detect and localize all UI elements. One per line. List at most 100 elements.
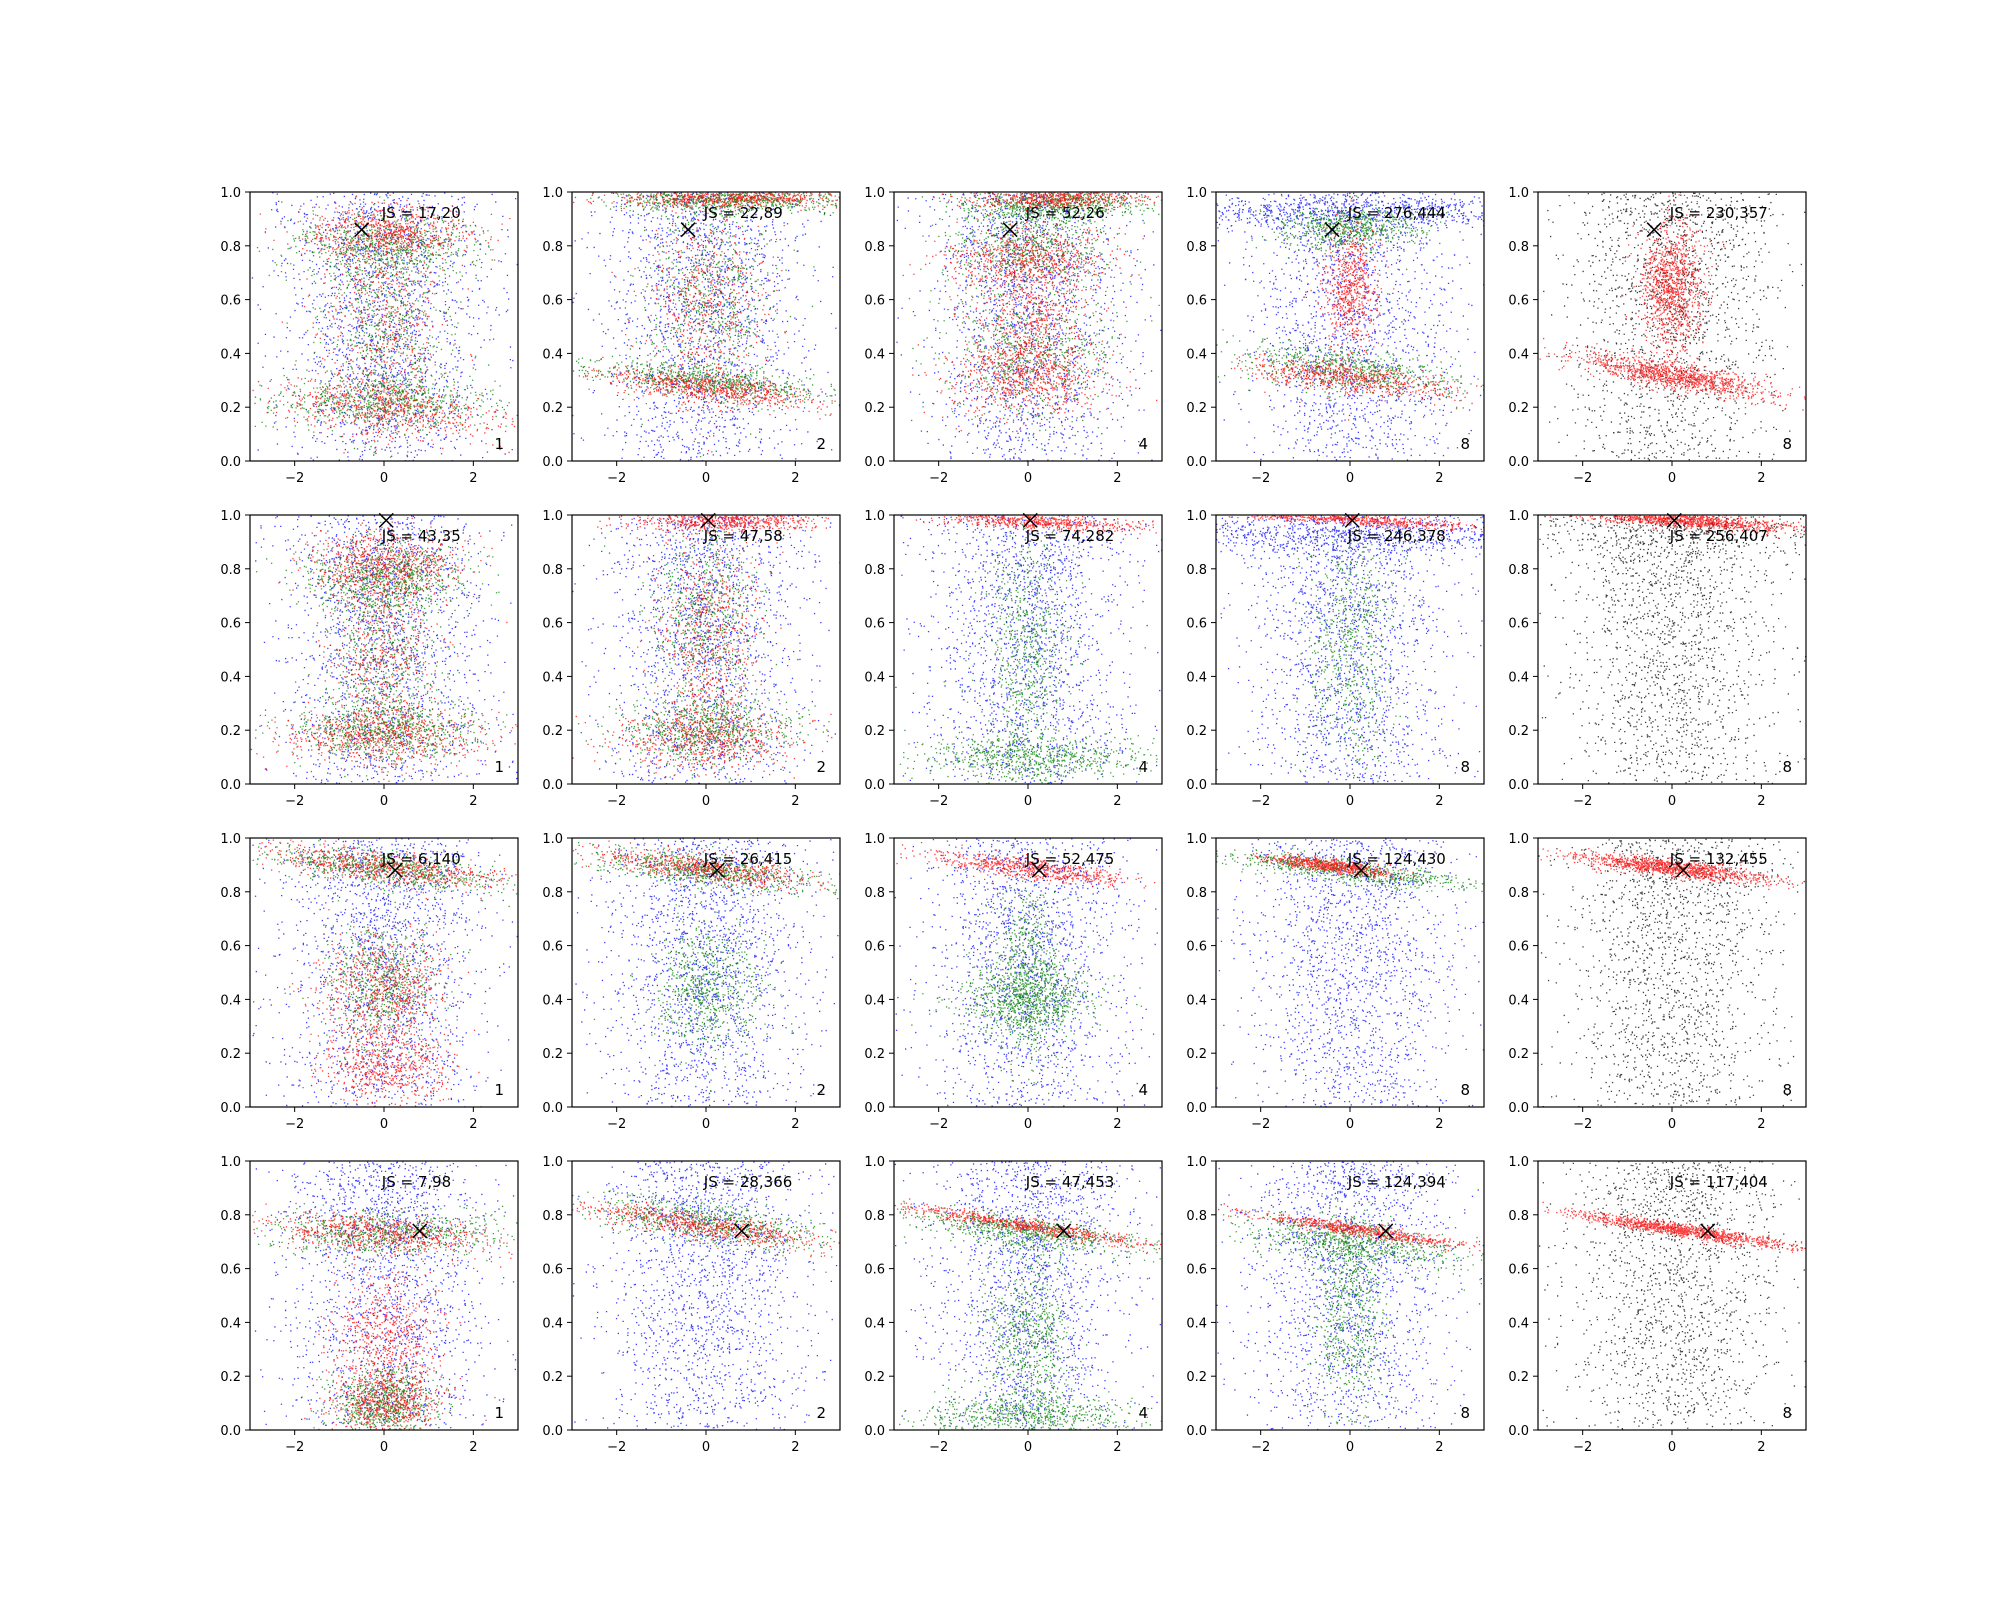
x-tick-label: 2 [469, 794, 477, 809]
points-layer [572, 192, 841, 462]
js-annotation: JS = 52,475 [1025, 850, 1115, 868]
y-tick-label: 0.0 [542, 455, 563, 470]
js-annotation: JS = 117,404 [1669, 1173, 1768, 1191]
js-annotation: JS = 256,407 [1669, 527, 1768, 545]
series-blue-points [896, 192, 1161, 462]
series-red-points [1543, 1202, 1806, 1253]
y-tick-label: 0.8 [1186, 886, 1207, 901]
y-tick-label: 0.4 [1186, 993, 1207, 1008]
y-tick-label: 0.2 [1508, 401, 1529, 416]
series-blue-points [1216, 515, 1485, 785]
series-blue-points [575, 838, 838, 1108]
x-tick-label: 0 [1668, 471, 1676, 486]
y-tick-label: 0.8 [542, 240, 563, 255]
x-tick-label: 0 [1024, 1117, 1032, 1132]
y-tick-label: 0.8 [542, 563, 563, 578]
x-tick-label: 0 [1346, 1440, 1354, 1455]
series-red-points [251, 517, 518, 785]
count-label: 1 [494, 1404, 504, 1422]
x-tick-label: 0 [1024, 1440, 1032, 1455]
y-tick-label: 0.4 [220, 993, 241, 1008]
y-tick-label: 0.2 [864, 1047, 885, 1062]
js-annotation: JS = 28,366 [703, 1173, 793, 1191]
points-layer [895, 1161, 1164, 1431]
y-tick-label: 0.6 [864, 1263, 885, 1278]
series-blue-points [252, 192, 518, 462]
points-layer [895, 838, 1158, 1108]
series-blue-points [1217, 1161, 1485, 1431]
count-label: 8 [1460, 435, 1470, 453]
y-tick-label: 0.6 [1508, 617, 1529, 632]
count-label: 8 [1460, 1404, 1470, 1422]
y-tick-label: 0.0 [542, 1424, 563, 1439]
x-tick-label: 2 [1435, 1440, 1443, 1455]
y-tick-label: 0.0 [220, 455, 241, 470]
points-layer [1217, 1161, 1485, 1431]
x-tick-label: −2 [1251, 1440, 1270, 1455]
y-tick-label: 0.0 [542, 778, 563, 793]
y-tick-label: 0.4 [1508, 1316, 1529, 1331]
y-tick-label: 0.8 [1186, 240, 1207, 255]
y-tick-label: 0.4 [220, 670, 241, 685]
y-tick-label: 1.0 [864, 186, 885, 201]
x-tick-label: 2 [469, 471, 477, 486]
series-green-points [253, 839, 518, 1089]
js-annotation: JS = 47,58 [703, 527, 783, 545]
y-tick-label: 0.6 [220, 617, 241, 632]
series-blue-points [895, 1161, 1161, 1431]
panel-2-1: −2 0 20.00.20.40.60.81.0JS = 43,351 [220, 509, 518, 809]
count-label: 2 [816, 1404, 826, 1422]
axes-frame [1216, 192, 1484, 461]
series-blue-points [572, 515, 841, 784]
y-tick-label: 0.2 [1186, 1370, 1207, 1385]
y-tick-label: 0.4 [864, 347, 885, 362]
y-tick-label: 0.6 [1186, 617, 1207, 632]
series-black-points [1539, 515, 1807, 784]
series-blue-points [573, 1161, 837, 1431]
x-tick-label: −2 [1573, 794, 1592, 809]
y-tick-label: 1.0 [542, 1155, 563, 1170]
points-layer [572, 515, 841, 785]
x-tick-label: 2 [791, 794, 799, 809]
y-tick-label: 1.0 [220, 509, 241, 524]
x-tick-label: −2 [1251, 471, 1270, 486]
y-tick-label: 0.4 [542, 1316, 563, 1331]
y-tick-label: 0.2 [1508, 1047, 1529, 1062]
y-tick-label: 0.6 [220, 940, 241, 955]
y-tick-label: 0.4 [1186, 1316, 1207, 1331]
count-label: 4 [1138, 758, 1148, 776]
points-layer [252, 1161, 519, 1431]
axes-frame [250, 515, 518, 784]
y-tick-label: 0.0 [220, 1101, 241, 1116]
x-tick-label: 0 [1024, 794, 1032, 809]
y-tick-label: 0.0 [864, 1424, 885, 1439]
points-layer [1539, 1161, 1806, 1431]
y-tick-label: 0.2 [542, 724, 563, 739]
axes-frame [894, 515, 1162, 784]
y-tick-label: 0.6 [1186, 294, 1207, 309]
y-tick-label: 0.6 [1508, 940, 1529, 955]
y-tick-label: 0.2 [1186, 401, 1207, 416]
y-tick-label: 0.0 [220, 1424, 241, 1439]
x-tick-label: 2 [791, 1440, 799, 1455]
y-tick-label: 1.0 [1186, 186, 1207, 201]
x-tick-label: 2 [1113, 471, 1121, 486]
count-label: 2 [816, 1081, 826, 1099]
y-tick-label: 1.0 [1508, 1155, 1529, 1170]
series-green-points [895, 1203, 1164, 1432]
count-label: 8 [1782, 758, 1792, 776]
y-tick-label: 0.8 [864, 240, 885, 255]
count-label: 8 [1782, 1081, 1792, 1099]
count-label: 8 [1460, 758, 1470, 776]
series-green-points [575, 192, 841, 461]
x-tick-label: 2 [469, 1440, 477, 1455]
y-tick-label: 0.4 [542, 670, 563, 685]
x-tick-label: −2 [1573, 471, 1592, 486]
js-annotation: JS = 6,140 [381, 850, 461, 868]
